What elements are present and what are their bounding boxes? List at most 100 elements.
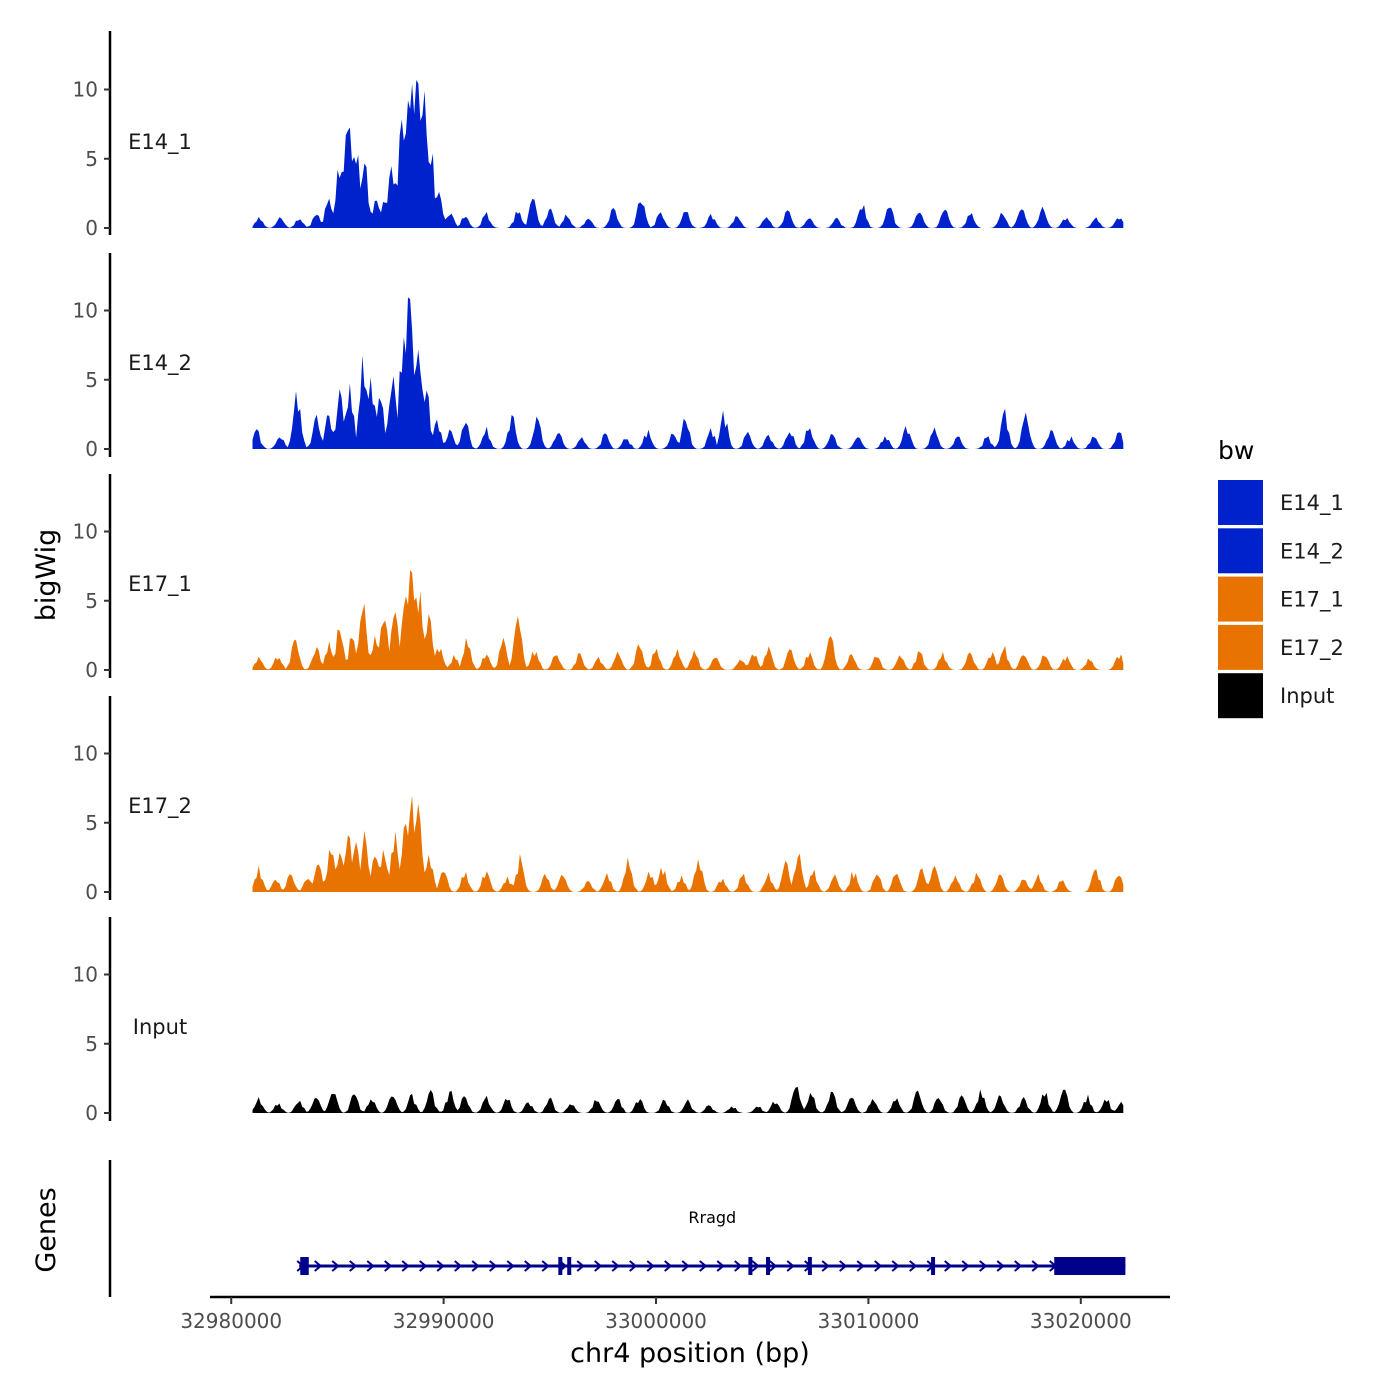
x-axis: 32980000 32990000 33000000 33010000 33020000 [180,1295,1170,1333]
strand-arrow [611,1260,620,1272]
strand-arrow [384,1260,393,1272]
strand-arrow [314,1260,323,1272]
legend-swatch [1218,624,1263,670]
strand-arrow [1014,1260,1023,1272]
strand-arrow [681,1260,690,1272]
y-tick-label: 5 [85,368,98,392]
y-tick-label: 5 [85,811,98,835]
y-tick-label: 0 [85,880,98,904]
strand-arrow [891,1260,900,1272]
strand-arrow [454,1260,463,1272]
y-tick-label: 0 [85,658,98,682]
y-tick-label: 0 [85,1101,98,1125]
signal-area-Input [252,1087,1124,1113]
y-tick-label: 10 [73,78,98,102]
strand-arrow [471,1260,480,1272]
gene-exon [748,1257,753,1275]
track-label: Input [133,1015,187,1039]
strand-arrow [1031,1260,1040,1272]
strand-arrow [419,1260,428,1272]
strand-arrow [506,1260,515,1272]
gene-exon [931,1257,936,1275]
track-Input: 0 5 10 Input [73,917,1124,1125]
strand-arrow [909,1260,918,1272]
legend-swatch [1218,528,1263,574]
strand-arrow [751,1260,760,1272]
gene-exon [1054,1257,1126,1275]
strand-arrow [769,1260,778,1272]
strand-arrow [821,1260,830,1272]
legend-label: Input [1280,684,1334,708]
gene-track: Rragd [108,1160,1126,1297]
x-tick-label: 32980000 [180,1309,282,1333]
track-label: E17_2 [128,794,192,819]
strand-arrow [961,1260,970,1272]
track-E14_2: 0 5 10 E14_2 [73,253,1124,461]
y-tick-label: 10 [73,742,98,766]
gene-exon [807,1257,812,1275]
y-tick-label: 5 [85,589,98,613]
strand-arrow [646,1260,655,1272]
strand-arrow [629,1260,638,1272]
legend-swatch [1218,480,1263,525]
legend-label: E17_1 [1280,588,1344,613]
legend-label: E14_2 [1280,539,1344,564]
strand-arrow [366,1260,375,1272]
gene-exon [766,1257,771,1275]
legend: bw E14_1 E14_2 E17_1 E17_2 Input [1218,436,1344,719]
signal-area-E17_1 [252,570,1124,670]
legend-label: E17_2 [1280,636,1344,661]
strand-arrow [734,1260,743,1272]
legend-label: E14_1 [1280,491,1344,516]
y-tick-label: 0 [85,216,98,240]
strand-arrow [436,1260,445,1272]
legend-swatch [1218,673,1263,719]
track-E14_1: 0 5 10 E14_1 [73,31,1124,240]
strand-arrow [699,1260,708,1272]
strand-arrow [979,1260,988,1272]
y-axis-title: bigWig [31,529,62,622]
track-label: E14_2 [128,351,192,376]
strand-arrow [541,1260,550,1272]
x-tick-label: 33000000 [605,1309,707,1333]
signal-area-E14_2 [252,297,1124,449]
signal-area-E17_2 [252,795,1124,892]
y-tick-label: 5 [85,147,98,171]
gene-name-label: Rragd [688,1208,736,1227]
y-tick-label: 10 [73,963,98,987]
y-tick-label: 10 [73,299,98,323]
strand-arrow [664,1260,673,1272]
x-axis-title: chr4 position (bp) [570,1338,810,1369]
track-label: E14_1 [128,130,192,155]
genes-axis-title: Genes [31,1187,62,1272]
gene-exon [567,1257,572,1275]
strand-arrow [874,1260,883,1272]
legend-title: bw [1218,436,1254,465]
gene-exon [558,1257,563,1275]
strand-arrow [401,1260,410,1272]
signal-area-E14_1 [252,80,1124,228]
track-label: E17_1 [128,572,192,597]
strand-arrow [594,1260,603,1272]
x-tick-label: 33020000 [1030,1309,1132,1333]
track-E17_1: 0 5 10 E17_1 [73,474,1124,682]
strand-arrow [856,1260,865,1272]
strand-arrow [331,1260,340,1272]
gene-exon [300,1257,309,1275]
x-tick-label: 32990000 [393,1309,495,1333]
strand-arrow [716,1260,725,1272]
strand-arrow [576,1260,585,1272]
y-tick-label: 10 [73,520,98,544]
strand-arrow [489,1260,498,1272]
strand-arrow [839,1260,848,1272]
y-tick-label: 0 [85,437,98,461]
track-E17_2: 0 5 10 E17_2 [73,696,1124,904]
legend-swatch [1218,576,1263,622]
strand-arrow [349,1260,358,1272]
strand-arrow [786,1260,795,1272]
y-tick-label: 5 [85,1032,98,1056]
strand-arrow [524,1260,533,1272]
strand-arrow [996,1260,1005,1272]
x-tick-label: 33010000 [818,1309,920,1333]
